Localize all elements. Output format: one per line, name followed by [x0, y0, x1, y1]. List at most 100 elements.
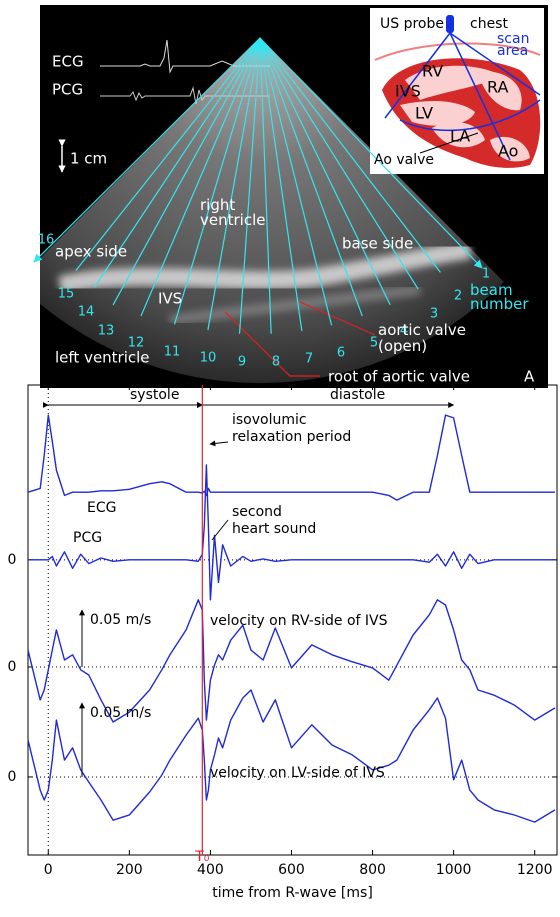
ivs-echo — [58, 241, 472, 294]
annotation: 0.05 m/s — [90, 705, 151, 721]
beam-line — [259, 37, 391, 306]
region-label-line: (open) — [378, 337, 427, 355]
beam-number: 13 — [98, 324, 115, 339]
beam-line — [140, 37, 261, 317]
region-label: root of aortic valve — [328, 368, 470, 386]
leader-line — [299, 301, 376, 336]
annotation-line: second — [232, 504, 282, 520]
scan-lines — [384, 32, 541, 161]
trace — [27, 414, 555, 501]
region-label: aortic valve (open) — [378, 321, 466, 355]
valve-echo — [169, 285, 421, 325]
annotation: isovolumic relaxation period — [232, 412, 351, 445]
region-label: right ventricle — [200, 196, 265, 229]
inset-label: LA — [450, 127, 470, 146]
beam-number: 2 — [454, 289, 462, 304]
x-tick-label: 400 — [197, 862, 224, 878]
annotation: 0.05 m/s — [90, 612, 151, 628]
inset-label-line: scan — [497, 31, 529, 47]
scale-label: 1 cm — [70, 150, 107, 168]
region-label: IVS — [158, 290, 182, 308]
x-tick-label: 800 — [359, 862, 386, 878]
beam-line — [75, 37, 261, 271]
y-tick-label: 0 — [8, 552, 17, 568]
ecg-label: ECG — [52, 53, 84, 71]
beam-number: 11 — [164, 345, 181, 360]
beam-line — [112, 37, 261, 306]
annotation-line: heart sound — [232, 521, 316, 537]
beam-number: 7 — [305, 352, 313, 367]
beam-number: 4 — [400, 324, 408, 339]
inset-label: US probe — [380, 16, 444, 32]
beam-line — [259, 37, 441, 273]
inset-label: chest — [470, 16, 508, 32]
inset-label: RA — [487, 78, 508, 97]
beam-line — [93, 37, 261, 288]
annotation-arrow — [209, 440, 229, 447]
x-tick-label: 1000 — [436, 862, 472, 878]
beam-line — [173, 37, 261, 325]
region-label-line: ventricle — [200, 211, 265, 229]
beam-number: 9 — [238, 355, 246, 370]
plot-frame — [27, 384, 558, 856]
trace — [28, 464, 555, 601]
t0-label: T₀ — [194, 849, 210, 865]
region-label: base side — [342, 235, 413, 253]
region-label-line: right — [200, 196, 235, 214]
beam-line — [259, 37, 363, 317]
inset-label: Ao valve — [374, 152, 434, 168]
beam-line — [238, 37, 261, 334]
annotation-line: relaxation period — [232, 429, 351, 445]
trace-label: velocity on RV-side of IVS — [210, 613, 388, 629]
leader-line — [224, 311, 320, 377]
beam-line — [259, 37, 272, 334]
beam-line — [259, 37, 333, 326]
y-tick-label: 0 — [8, 659, 17, 675]
beam-line — [33, 37, 261, 263]
pcg-thumb — [100, 86, 270, 105]
x-axis-label: time from R-wave [ms] — [212, 885, 373, 901]
trace-label: ECG — [87, 500, 116, 516]
pcg-label: PCG — [52, 81, 83, 99]
beam-axis-label: beam number — [470, 281, 529, 313]
probe — [446, 15, 454, 33]
rv-chamber — [405, 65, 500, 100]
beam-number: 15 — [58, 287, 75, 302]
beam-number: 10 — [200, 351, 217, 366]
region-label-line: aortic valve — [378, 321, 466, 339]
beam-number: 5 — [370, 336, 378, 351]
panel-label: A — [524, 368, 535, 386]
ao-chamber — [490, 136, 530, 162]
beam-axis-label-line: number — [470, 295, 529, 313]
trace-label: PCG — [73, 530, 102, 546]
scan-arc — [399, 99, 541, 132]
inset-label: IVS — [395, 82, 421, 101]
beam-number: 1 — [482, 267, 490, 282]
beam-line — [207, 37, 261, 331]
ultrasound-image — [40, 38, 504, 384]
ecg-thumb — [100, 39, 270, 74]
annotation: second heart sound — [232, 504, 316, 537]
inset-label: LV — [415, 104, 433, 123]
chest-wall — [374, 42, 541, 61]
inset-label: scan area — [497, 31, 529, 59]
inset-diagram — [370, 8, 544, 174]
x-tick-label: 600 — [278, 862, 305, 878]
trace-label: velocity on LV-side of IVS — [210, 765, 385, 781]
ra-chamber — [478, 71, 522, 111]
annotation: diastole — [330, 387, 385, 403]
x-tick-label: 1200 — [517, 862, 553, 878]
leader-line — [211, 519, 229, 541]
annotation-line: isovolumic — [232, 412, 307, 428]
beam-number: 3 — [430, 307, 438, 322]
beam-number: 16 — [38, 233, 55, 248]
beam-number: 14 — [78, 305, 95, 320]
leader-line — [419, 132, 479, 154]
inset-label: Ao — [498, 142, 518, 161]
beam-line — [259, 37, 419, 290]
beam-axis-label-line: beam — [470, 281, 513, 299]
beam-line — [259, 37, 303, 332]
region-label: left ventricle — [55, 349, 150, 367]
inset-label-line: area — [497, 43, 528, 59]
